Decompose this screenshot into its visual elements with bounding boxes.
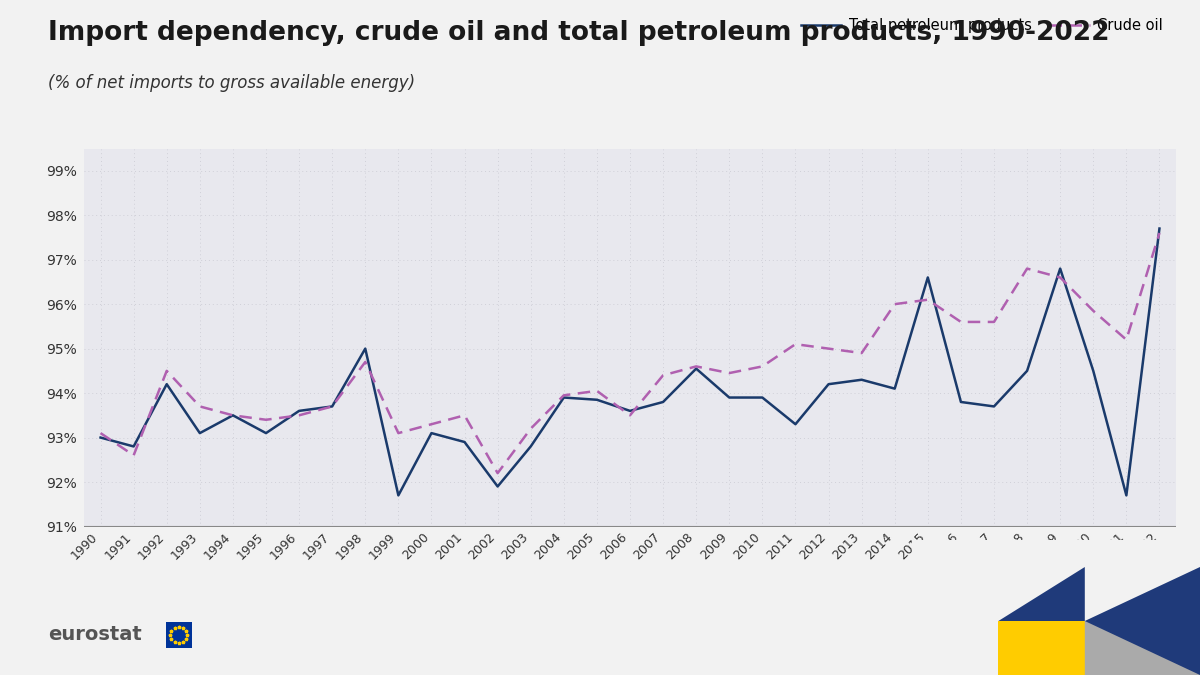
Polygon shape [998, 621, 1085, 675]
Text: Import dependency, crude oil and total petroleum products, 1990-2022: Import dependency, crude oil and total p… [48, 20, 1110, 47]
Text: (% of net imports to gross available energy): (% of net imports to gross available ene… [48, 74, 415, 92]
Polygon shape [1085, 621, 1200, 675]
Polygon shape [998, 567, 1200, 675]
Legend: Total petroleum products, Crude oil: Total petroleum products, Crude oil [794, 12, 1169, 39]
Text: eurostat: eurostat [48, 625, 142, 644]
